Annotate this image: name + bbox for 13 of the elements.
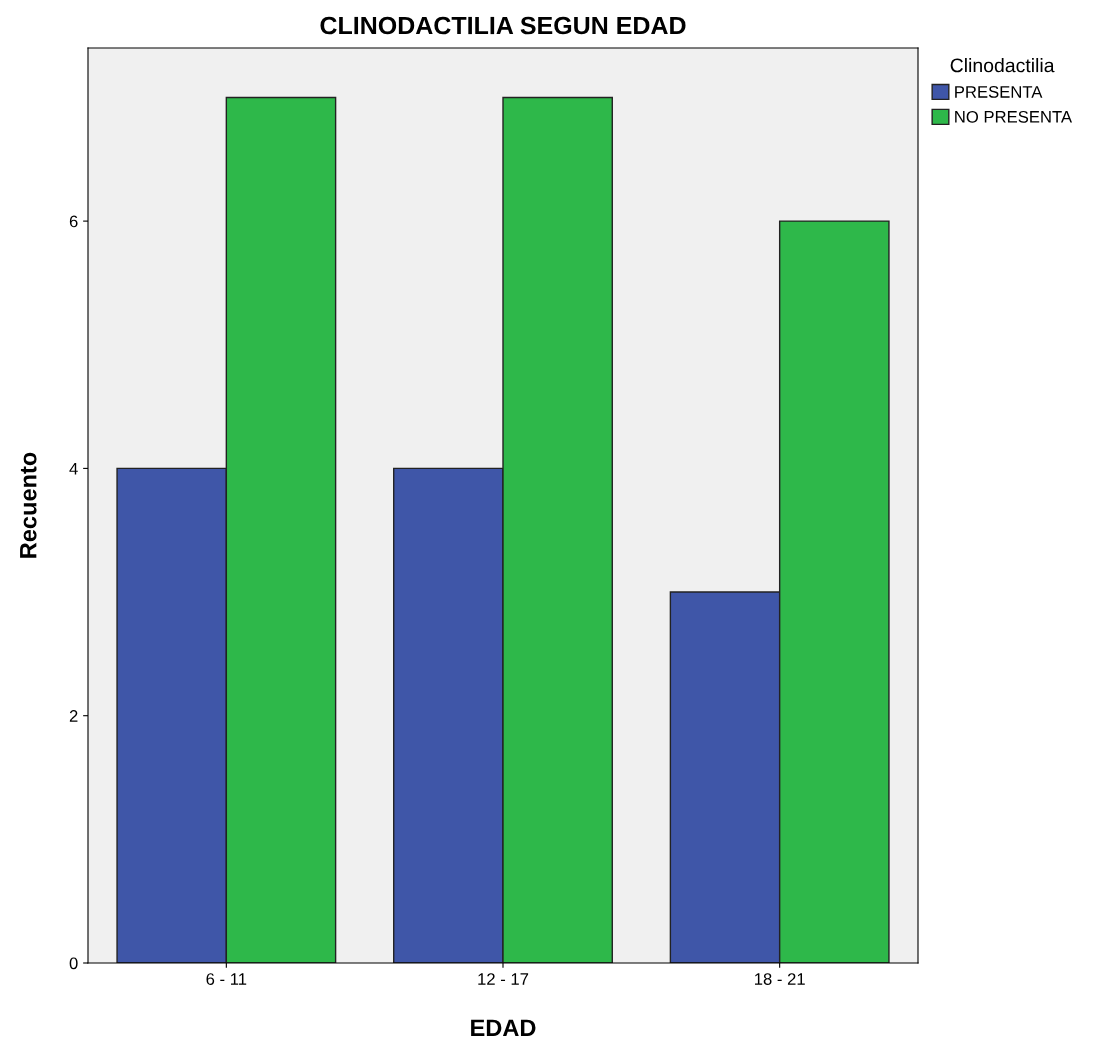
x-tick-label: 12 - 17 xyxy=(478,973,529,985)
y-tick-label: 0 xyxy=(69,957,78,970)
x-axis-title: EDAD xyxy=(471,1019,536,1036)
chart-title: CLINODACTILIA SEGUN EDAD xyxy=(320,16,686,35)
legend-label: NO PRESENTA xyxy=(955,110,1073,123)
legend-label: PRESENTA xyxy=(955,85,1043,98)
x-tick-label: 6 - 11 xyxy=(206,973,247,985)
y-tick-label: 6 xyxy=(69,215,78,228)
x-tick-label: 18 - 21 xyxy=(755,973,805,985)
y-axis-title: Recuento xyxy=(20,452,37,558)
y-tick-label: 4 xyxy=(69,462,78,475)
legend-title: Clinodactilia xyxy=(950,58,1055,73)
y-tick-label: 2 xyxy=(69,710,78,722)
